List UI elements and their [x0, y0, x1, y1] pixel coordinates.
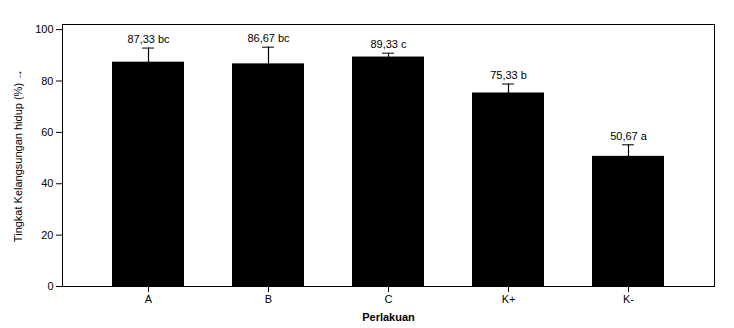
- svg-text:86,67 bc: 86,67 bc: [247, 32, 290, 44]
- svg-text:89,33 c: 89,33 c: [370, 38, 407, 50]
- svg-text:C: C: [385, 293, 393, 305]
- svg-text:60: 60: [41, 126, 53, 138]
- svg-text:87,33 bc: 87,33 bc: [127, 33, 170, 45]
- svg-text:40: 40: [41, 177, 53, 189]
- svg-text:Perlakuan: Perlakuan: [362, 311, 415, 323]
- svg-text:20: 20: [41, 229, 53, 241]
- svg-text:Tingkat Kelangsungan hidup (%): Tingkat Kelangsungan hidup (%) →: [12, 69, 24, 242]
- svg-text:0: 0: [47, 280, 53, 292]
- svg-text:A: A: [145, 293, 153, 305]
- svg-text:K-: K-: [623, 293, 634, 305]
- svg-text:B: B: [265, 293, 272, 305]
- svg-text:K+: K+: [502, 293, 516, 305]
- svg-text:75,33 b: 75,33 b: [490, 69, 527, 81]
- svg-text:100: 100: [35, 23, 53, 35]
- svg-text:80: 80: [41, 75, 53, 87]
- svg-text:50,67 a: 50,67 a: [610, 130, 648, 142]
